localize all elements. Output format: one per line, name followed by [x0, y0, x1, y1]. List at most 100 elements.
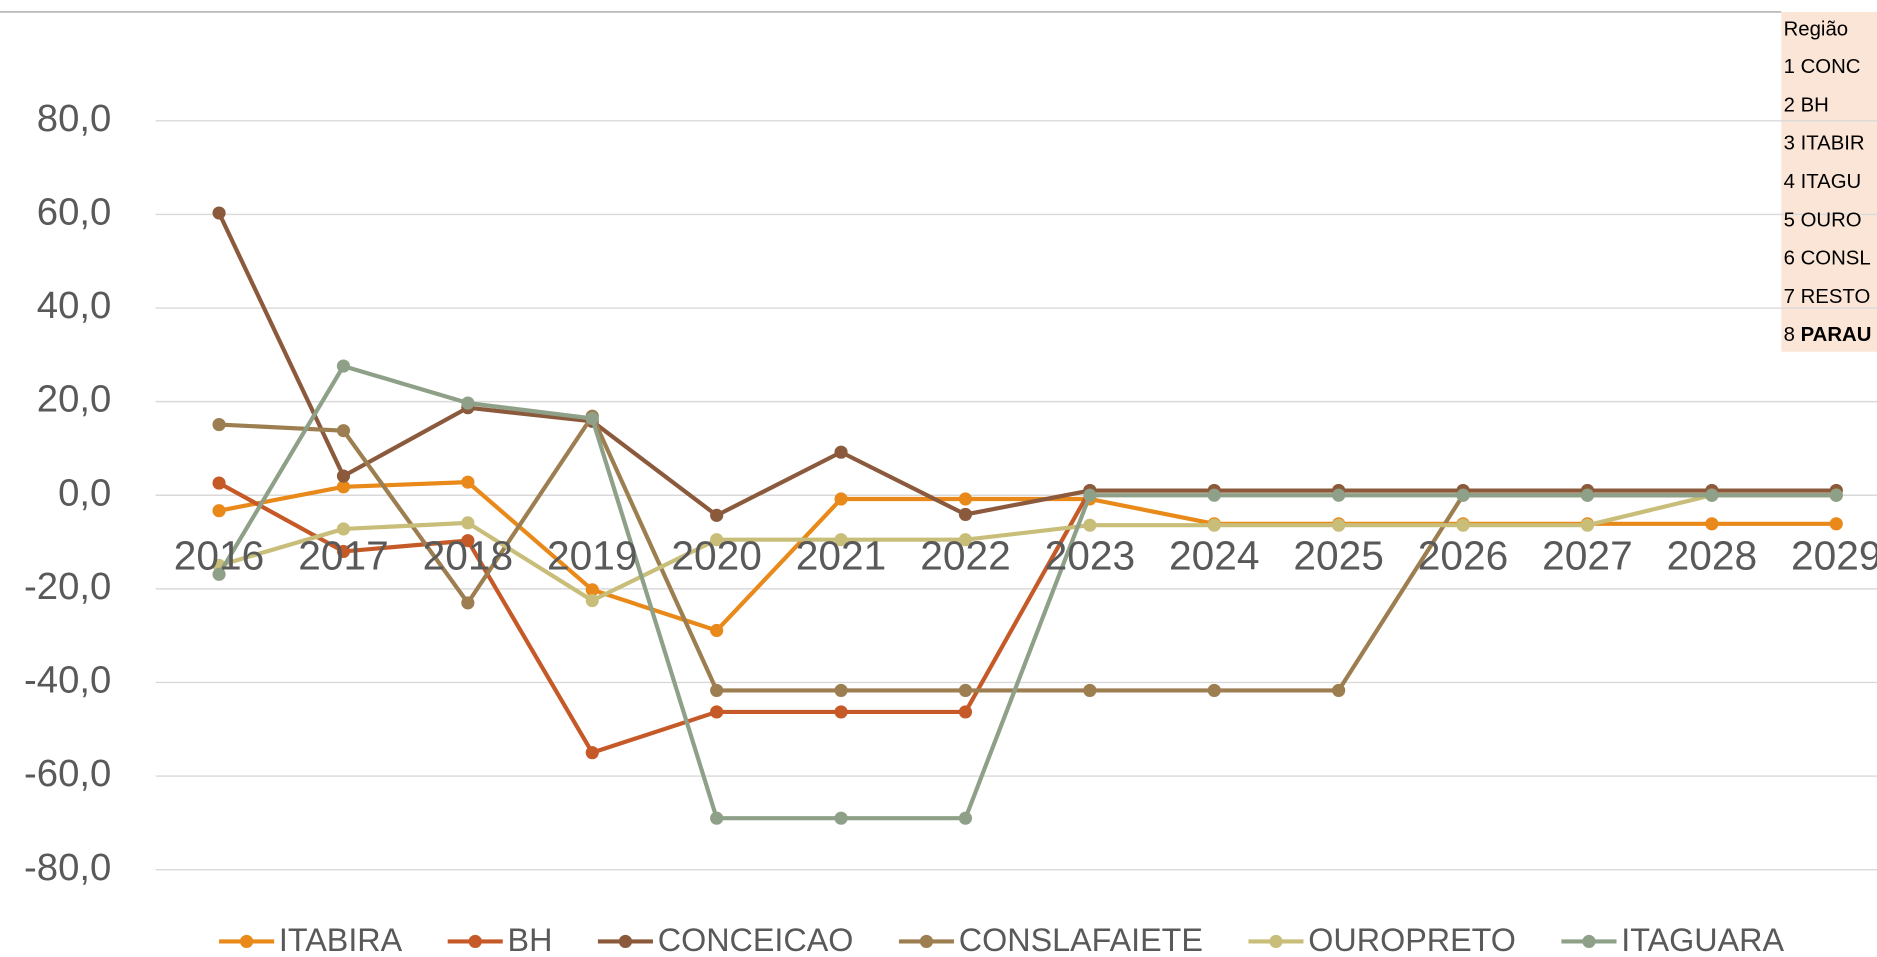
table-row: 4 ITAGU [1784, 171, 1862, 193]
data-point [1705, 517, 1719, 531]
legend-label: CONSLAFAIETE [959, 922, 1203, 957]
data-point [1829, 488, 1843, 502]
x-tick-label: 2028 [1667, 532, 1758, 578]
data-point [1456, 518, 1470, 532]
y-tick-label: -60,0 [24, 752, 111, 795]
table-row: 8 PARAU [1784, 325, 1872, 347]
table-row: 2 BH [1784, 95, 1829, 117]
data-point [834, 533, 848, 547]
row-number: 2 [1784, 95, 1795, 117]
data-point [834, 683, 848, 697]
x-tick-label: 2020 [671, 532, 762, 578]
row-number: 8 [1784, 325, 1795, 347]
data-point [585, 411, 599, 426]
table-background [1781, 11, 1877, 352]
data-point [336, 359, 351, 373]
data-point [1332, 683, 1346, 697]
series-line [217, 363, 1837, 821]
row-name: OURO [1801, 210, 1862, 232]
data-point [958, 811, 973, 825]
row-number: 7 [1784, 286, 1795, 308]
data-point [958, 705, 973, 719]
x-tick-label: 2029 [1791, 532, 1877, 578]
data-point [710, 533, 724, 547]
y-tick-label: 0,0 [58, 471, 111, 514]
data-point [710, 623, 724, 638]
data-point [1829, 517, 1843, 531]
table-row: 5 OURO [1784, 210, 1862, 232]
table-header: Região [1784, 18, 1848, 40]
legend-label: ITAGUARA [1621, 922, 1784, 957]
x-tick-label: 2022 [920, 532, 1011, 578]
x-tick-label: 2024 [1169, 532, 1260, 578]
row-name: ITABIR [1801, 133, 1865, 155]
table-row: 3 ITABIR [1784, 133, 1865, 155]
data-point [336, 522, 351, 536]
table-row: 7 RESTO [1784, 286, 1871, 308]
x-tick-label: 2025 [1293, 532, 1384, 578]
x-tick-label: 2017 [298, 532, 389, 578]
legend-marker [919, 934, 934, 949]
data-point [1207, 518, 1221, 532]
row-name: PARAU [1801, 325, 1872, 347]
data-point [958, 492, 973, 506]
data-point [1332, 518, 1346, 532]
data-point [834, 811, 848, 825]
series-line [217, 212, 1837, 518]
data-point [461, 475, 475, 489]
data-point [461, 516, 475, 530]
legend-marker [1582, 934, 1596, 949]
legend-label: CONCEICAO [658, 922, 854, 957]
x-tick-label: 2016 [174, 532, 265, 578]
data-point [834, 705, 848, 719]
data-point [1083, 488, 1097, 502]
data-point [1580, 488, 1595, 502]
data-point [1580, 518, 1595, 532]
y-tick-label: -40,0 [24, 659, 111, 702]
x-tick-label: 2021 [796, 532, 887, 578]
legend-marker [240, 934, 254, 949]
data-point [585, 593, 599, 608]
legend-marker [618, 934, 633, 949]
y-tick-label: -80,0 [24, 846, 111, 889]
y-tick-label: 40,0 [37, 284, 112, 327]
data-point [461, 396, 475, 410]
y-tick-label: -20,0 [24, 565, 111, 608]
row-number: 1 [1784, 57, 1795, 79]
data-point [1207, 683, 1221, 697]
x-tick-label: 2023 [1045, 532, 1136, 578]
data-point [710, 683, 724, 697]
row-name: ITAGU [1801, 171, 1862, 193]
row-number: 3 [1784, 133, 1795, 155]
y-tick-label: 60,0 [37, 191, 112, 234]
y-tick-label: 20,0 [37, 378, 112, 421]
row-number: 4 [1784, 171, 1795, 193]
x-tick-label: 2027 [1542, 532, 1633, 578]
data-point [1083, 683, 1097, 697]
row-number: 6 [1784, 248, 1795, 270]
data-point [212, 504, 226, 518]
data-point [1456, 488, 1470, 502]
data-point [1705, 488, 1719, 502]
data-point [710, 811, 724, 825]
data-point [336, 480, 351, 494]
data-point [958, 533, 973, 547]
data-point [834, 492, 848, 506]
data-point [336, 544, 351, 558]
table-row: 1 CONC [1784, 57, 1861, 79]
row-name: BH [1801, 95, 1829, 117]
data-point [585, 583, 599, 597]
legend-label: OUROPRETO [1308, 922, 1516, 957]
row-name: RESTO [1801, 286, 1871, 308]
data-point [710, 705, 724, 719]
x-tick-label: 2019 [547, 532, 638, 578]
data-point [958, 683, 973, 697]
data-point [212, 206, 226, 220]
data-point [585, 746, 599, 760]
table-row: 6 CONSL [1784, 248, 1871, 270]
legend-label: ITABIRA [279, 922, 403, 957]
y-tick-label: 80,0 [37, 97, 112, 140]
data-point [336, 424, 351, 438]
data-point [1083, 518, 1097, 532]
